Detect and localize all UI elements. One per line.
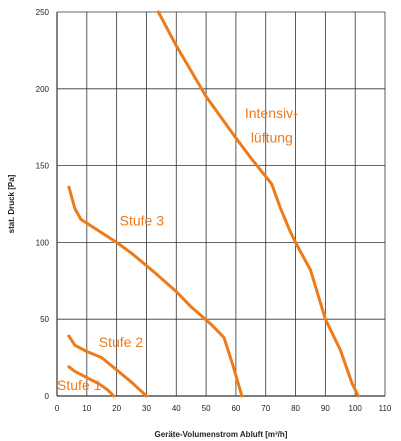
y-tick-label: 50 — [40, 315, 49, 324]
x-tick-label: 50 — [202, 404, 211, 413]
series-line-stufe-2 — [67, 334, 148, 398]
y-tick-label: 150 — [36, 162, 50, 171]
y-tick-label: 200 — [36, 85, 50, 94]
x-tick-label: 70 — [261, 404, 270, 413]
series-line-stufe-1 — [67, 365, 116, 398]
curve-label: Intensiv- — [245, 105, 298, 121]
x-axis-ticks: 0 10 20 30 40 50 60 70 80 90 100 110 — [55, 404, 392, 413]
y-tick-label: 0 — [45, 392, 50, 401]
y-axis-ticks: 0 50 100 150 200 250 — [36, 8, 50, 401]
curve-label: lüftung — [251, 130, 293, 146]
curve-label: Stufe 1 — [57, 377, 102, 393]
x-tick-label: 0 — [55, 404, 60, 413]
x-tick-label: 20 — [112, 404, 121, 413]
curve-label: Stufe 3 — [120, 213, 165, 229]
series-line-stufe-3 — [67, 185, 244, 398]
x-tick-label: 80 — [291, 404, 300, 413]
x-tick-label: 10 — [82, 404, 91, 413]
y-tick-label: 250 — [36, 8, 50, 17]
series-line-intensiv-l-ftung — [156, 10, 360, 398]
x-tick-label: 90 — [321, 404, 330, 413]
x-tick-label: 60 — [231, 404, 240, 413]
grid — [56, 11, 386, 397]
x-tick-label: 110 — [379, 404, 392, 413]
y-axis-title: stat. Druck [Pa] — [7, 174, 16, 233]
x-axis-title: Geräte-Volumenstrom Abluft [m³/h] — [155, 430, 288, 439]
x-tick-label: 100 — [349, 404, 363, 413]
curve-labels: Stufe 1 Stufe 2 Stufe 3 Intensiv-lüftung — [57, 105, 298, 393]
curve-label: Stufe 2 — [99, 334, 144, 350]
x-tick-label: 40 — [172, 404, 181, 413]
y-tick-label: 100 — [36, 238, 50, 247]
x-tick-label: 30 — [142, 404, 151, 413]
series-group — [67, 10, 360, 398]
